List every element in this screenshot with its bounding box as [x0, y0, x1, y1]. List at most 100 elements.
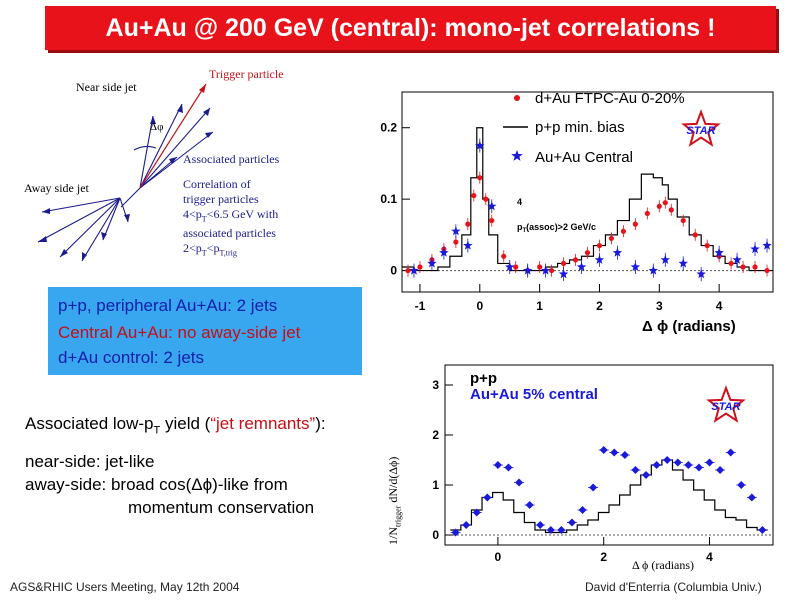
chart1-auau-point: [427, 258, 437, 268]
chart1-auau-point: [696, 269, 706, 279]
chart1-dau-point: [501, 253, 507, 259]
chart2-auau-point: [673, 458, 682, 467]
chart1-dau-point: [489, 217, 495, 224]
chart2-ytick-label: 1: [432, 478, 439, 492]
chart2-legend-auau: Au+Au 5% central: [470, 386, 598, 403]
near-side-jet-label: Near side jet: [76, 80, 137, 94]
chart2-xlabel: Δ ϕ (radians): [632, 558, 695, 572]
chart-dphi-dau-pp-auau: -1 0 1 2 3 4 0 0.1 0.2 d+Au FTPC-Au 0-20% p+p min.…: [380, 90, 774, 313]
chart1-dau-point: [608, 235, 615, 242]
chart2-ylabel: 1/Ntrigger dN/d(Δϕ): [386, 456, 403, 545]
chart1-annotation-assoc: pT(assoc)>2 GeV/c: [517, 222, 596, 234]
chart1-auau-point: [630, 262, 641, 271]
dphi-arc: [133, 145, 157, 151]
chart1-xtick-label: -1: [415, 299, 426, 313]
away-jet-line-5: [102, 197, 121, 241]
away-side-jet-label: Away side jet: [24, 181, 89, 195]
chart1-auau-point: [576, 262, 587, 271]
chart1-legend-auau: Au+Au Central: [535, 149, 633, 166]
chart2-auau-point: [694, 463, 703, 472]
correlation-description: Correlation of trigger particles 4<pT<6.…: [183, 177, 279, 258]
chart1-auau-point: [558, 269, 569, 279]
chart1-dau-point: [560, 260, 567, 267]
chart1-auau-point: [439, 247, 449, 257]
chart1-ytick-label: 0.2: [380, 121, 397, 135]
chart1-auau-point: [463, 240, 473, 250]
chart2-auau-point: [589, 483, 598, 492]
chart1-xtick-label: 0: [476, 299, 483, 313]
away-jet-line-1: [37, 197, 121, 243]
chart1-legend-auau-marker: [511, 150, 523, 161]
chart1-logo-text: STAR: [686, 125, 715, 137]
chart2-ytick-label: 2: [432, 428, 439, 442]
chart1-ytick-label: 0.1: [380, 192, 397, 206]
chart2-auau-point: [472, 508, 481, 517]
chart2-auau-point: [536, 521, 545, 529]
chart2-auau-point: [726, 448, 735, 457]
associated-particles-label: Associated particles: [183, 152, 280, 166]
chart2-auau-point: [567, 518, 576, 527]
chart2-auau-point: [515, 478, 524, 487]
summary-line-3: d+Au control: 2 jets: [58, 348, 205, 367]
chart1-dau-point: [704, 242, 710, 249]
chart1-dau-point: [584, 250, 591, 256]
chart2-auau-point: [578, 506, 587, 514]
chart2-auau-point: [483, 493, 492, 502]
chart2-auau-point: [747, 493, 756, 502]
yield-momentum: momentum conservation: [128, 498, 315, 517]
chart1-auau-point: [594, 254, 605, 264]
chart2-auau-point: [504, 463, 513, 472]
jet-diagram: [37, 83, 214, 262]
chart1-auau-point: [505, 262, 515, 271]
chart2-frame: [444, 364, 774, 546]
chart2-ytick-label: 3: [432, 378, 439, 392]
chart1-dau-point: [764, 267, 770, 274]
chart2-logo-star: [706, 385, 746, 423]
chart1-annotation-trig: 4T(trig)<6 GeV/c: [517, 197, 522, 207]
chart1-auau-point: [612, 247, 623, 257]
chart1-auau-point: [678, 258, 688, 268]
chart2-auau-point: [642, 471, 651, 479]
chart1-dau-point: [477, 175, 483, 181]
chart1-dau-point: [572, 257, 579, 263]
chart1-dau-point: [537, 264, 543, 270]
chart1-auau-point: [762, 240, 772, 250]
chart1-xtick-label: 1: [536, 299, 543, 313]
chart2-auau-point: [493, 461, 502, 469]
chart2-auau-point: [599, 446, 608, 454]
chart2-auau-point: [462, 521, 471, 529]
chart2-auau-point: [620, 451, 629, 459]
stub-line: [120, 187, 141, 208]
chart1-auau-point: [660, 254, 670, 264]
yield-near-side: near-side: jet-like: [25, 452, 155, 471]
chart2-auau-point: [631, 466, 640, 474]
slide-title: Au+Au @ 200 GeV (central): mono-jet corr…: [105, 14, 716, 42]
chart2-logo-text: STAR: [711, 401, 740, 413]
near-jet-line-3: [139, 107, 211, 189]
chart1-xtick-label: 4: [716, 299, 723, 313]
chart1-auau-point: [522, 265, 533, 275]
chart1-dau-point: [596, 242, 603, 249]
chart2-auau-point: [684, 461, 693, 469]
chart2-xtick-label: 0: [495, 550, 502, 564]
trigger-line: [139, 83, 207, 189]
chart-dphi-pp-auau5: 0 2 4 0 1 2 3 p+pAu+Au 5% central STAR: [432, 364, 774, 564]
chart2-auau-point: [652, 461, 661, 469]
chart2-legend-pp: p+p: [470, 370, 497, 387]
chart2-auau-point: [705, 458, 714, 467]
footer-right: David d'Enterria (Columbia Univ.): [585, 580, 762, 594]
chart1-dau-point: [417, 264, 423, 270]
chart2-auau-point: [557, 526, 566, 534]
chart1-auau-point: [475, 140, 485, 150]
chart2-pp-histogram: [450, 459, 768, 534]
chart1-xtick-label: 3: [656, 299, 663, 313]
chart1-logo-star: [681, 109, 721, 147]
chart2-xtick-label: 4: [706, 550, 713, 564]
chart1-auau-point: [648, 265, 659, 275]
chart1-xlabel: Δ ϕ (radians): [642, 318, 736, 335]
chart2-auau-point: [610, 448, 619, 457]
chart1-dau-point: [620, 228, 627, 234]
near-jet-line-5: [139, 156, 178, 189]
chart1-auau-point: [732, 254, 742, 264]
chart1-ytick-label: 0: [390, 264, 397, 278]
